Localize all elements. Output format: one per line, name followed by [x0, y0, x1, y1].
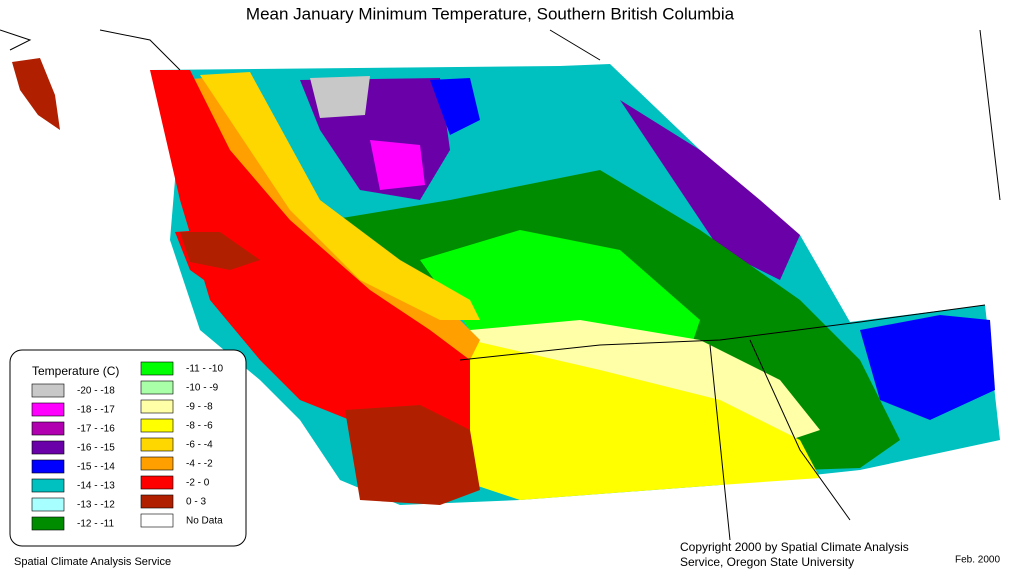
province-line [979, 29, 1001, 201]
map-area [0, 29, 1001, 541]
legend-swatch [140, 399, 174, 414]
legend-swatch [140, 494, 174, 509]
legend-label: -4 - -2 [186, 459, 213, 470]
copyright: Service, Oregon State University [680, 555, 854, 569]
legend-label: -14 - -13 [77, 481, 115, 492]
legend-label: -6 - -4 [186, 440, 213, 451]
region-blue-north [430, 78, 480, 135]
boundaries [0, 29, 1001, 541]
state-line [709, 344, 731, 541]
legend-label: No Data [186, 516, 223, 527]
legend-label: -9 - -8 [186, 402, 213, 413]
region-no-data [310, 76, 370, 118]
legend-label: -20 - -18 [77, 386, 115, 397]
legend-label: -8 - -6 [186, 421, 213, 432]
legend-swatch [31, 402, 65, 417]
legend-swatch [140, 456, 174, 471]
legend-swatch [31, 516, 65, 531]
map-title: Mean January Minimum Temperature, Southe… [246, 4, 735, 23]
legend-swatch [31, 383, 65, 398]
footer-left: Spatial Climate Analysis Service [14, 556, 171, 568]
coastline [0, 29, 32, 51]
province-line [549, 29, 601, 61]
legend-label: -15 - -14 [77, 462, 115, 473]
border-us-canada [459, 304, 986, 361]
legend: Temperature (C) -20 - -18 -18 - -17 -17 - … [9, 349, 247, 547]
legend-swatch [140, 361, 174, 376]
haida-gwaii [12, 58, 60, 130]
region-magenta [370, 140, 425, 190]
copyright: Copyright 2000 by Spatial Climate Analys… [680, 540, 909, 554]
legend-label: -10 - -9 [186, 383, 219, 394]
legend-label: 0 - 3 [186, 497, 206, 508]
legend-label: -18 - -17 [77, 405, 115, 416]
legend-swatch [31, 421, 65, 436]
region-lightgreen [420, 230, 700, 350]
region-blue-east [860, 315, 995, 420]
legend-items: -20 - -18 -18 - -17 -17 - -16 -16 - -15 -15 … [31, 361, 223, 531]
legend-box [9, 349, 247, 547]
legend-swatch [140, 437, 174, 452]
legend-swatch [31, 478, 65, 493]
legend-swatch [31, 440, 65, 455]
legend-swatch [140, 418, 174, 433]
legend-label: -11 - -10 [186, 364, 223, 375]
region-purple-east [620, 100, 800, 280]
legend-label: -13 - -12 [77, 500, 115, 511]
state-line [749, 339, 851, 521]
island-maroon [180, 232, 260, 270]
legend-swatch [31, 459, 65, 474]
olympic-peninsula [345, 405, 480, 505]
vancouver-island [175, 228, 455, 400]
legend-label: -12 - -11 [77, 519, 114, 530]
legend-swatch [140, 380, 174, 395]
legend-swatch [140, 513, 174, 528]
legend-label: -17 - -16 [77, 424, 115, 435]
coastline [99, 29, 181, 71]
legend-label: -2 - 0 [186, 478, 210, 489]
legend-label: -16 - -15 [77, 443, 115, 454]
region-yellow [460, 340, 820, 500]
legend-title: Temperature (C) [32, 364, 119, 378]
date: Feb. 2000 [955, 555, 1000, 566]
legend-swatch [31, 497, 65, 512]
legend-swatch [140, 475, 174, 490]
region-gold-coast [200, 72, 480, 320]
